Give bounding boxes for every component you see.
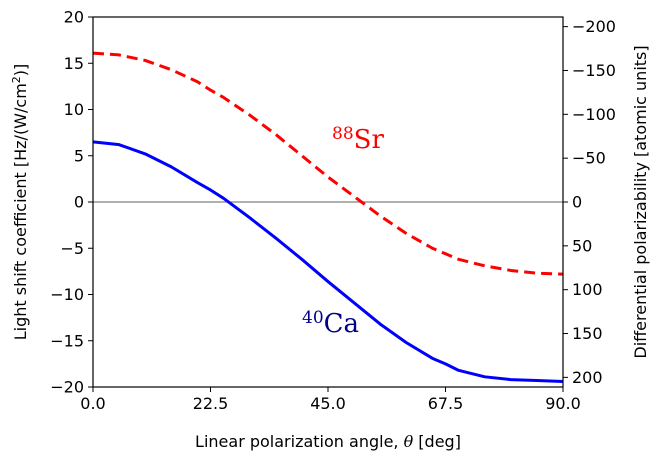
- x-axis-label: Linear polarization angle, θ [deg]: [195, 432, 461, 451]
- series-line-ca: [92, 140, 564, 383]
- y-right-tick-label: 50: [572, 236, 592, 255]
- x-tick-label: 0.0: [80, 394, 105, 413]
- y-axis-right-label: Differential polarizability [atomic unit…: [631, 45, 650, 358]
- y-left-tick-label: −20: [50, 378, 84, 397]
- y-right-tick-label: 0: [572, 193, 582, 212]
- series-label-sr: 88Sr: [332, 124, 384, 155]
- y-left-tick-label: 10: [64, 100, 84, 119]
- x-tick-label: 67.5: [428, 394, 464, 413]
- y-left-tick-label: 5: [74, 146, 84, 165]
- y-right-tick-label: 100: [572, 280, 603, 299]
- y-right-tick-label: 200: [572, 368, 603, 387]
- tick-layer: 0.0 22.5 45.0 67.5 90.0−20−15−10−505101520−2…: [50, 8, 616, 414]
- series-layer: [92, 51, 564, 383]
- y-right-tick-label: −100: [572, 105, 616, 124]
- y-right-tick-label: −200: [572, 17, 616, 36]
- y-left-tick-label: −5: [60, 239, 84, 258]
- y-left-tick-label: 15: [64, 54, 84, 73]
- y-left-tick-label: 20: [64, 8, 84, 27]
- y-axis-left-label: Light shift coefficient [Hz/(W/cm2)]: [10, 64, 30, 341]
- x-tick-label: 22.5: [193, 394, 229, 413]
- y-left-tick-label: 0: [74, 193, 84, 212]
- y-right-tick-label: −150: [572, 61, 616, 80]
- x-tick-label: 90.0: [545, 394, 581, 413]
- series-line-sr: [92, 51, 564, 276]
- y-left-tick-label: −15: [50, 331, 84, 350]
- x-tick-label: 45.0: [310, 394, 346, 413]
- y-right-tick-label: 150: [572, 324, 603, 343]
- y-right-tick-label: −50: [572, 149, 606, 168]
- y-left-tick-label: −10: [50, 285, 84, 304]
- series-label-ca: 40Ca: [302, 308, 359, 339]
